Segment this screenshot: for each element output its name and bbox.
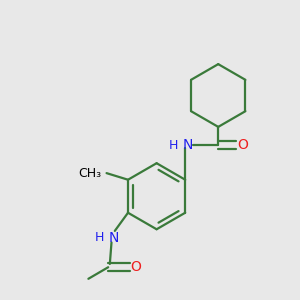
Text: N: N	[183, 138, 193, 152]
Text: O: O	[130, 260, 141, 274]
Text: H: H	[95, 231, 105, 244]
Text: CH₃: CH₃	[78, 167, 101, 180]
Text: O: O	[237, 138, 248, 152]
Text: H: H	[169, 139, 178, 152]
Text: N: N	[109, 230, 119, 244]
